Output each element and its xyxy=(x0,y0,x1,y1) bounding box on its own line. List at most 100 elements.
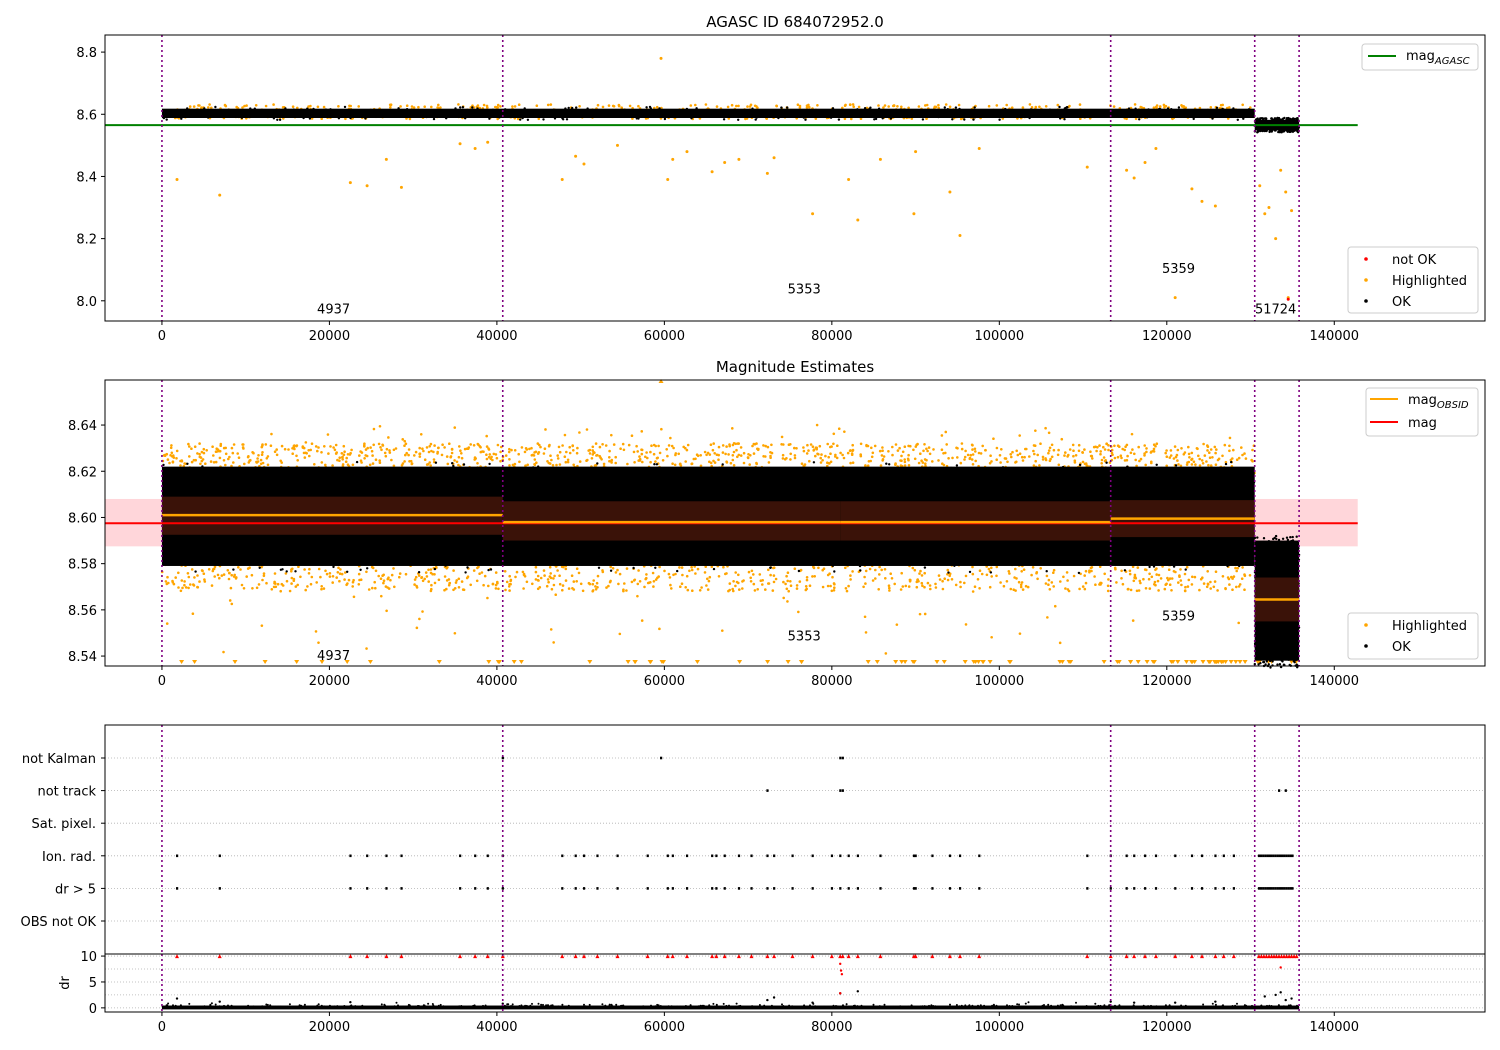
highlighted-point xyxy=(218,576,221,580)
highlighted-point xyxy=(170,451,174,455)
highlighted-outlier xyxy=(685,150,689,154)
highlighted-outlier xyxy=(1190,187,1194,191)
ok-point xyxy=(645,106,648,109)
highlighted-point xyxy=(789,458,792,461)
highlighted-point xyxy=(1093,575,1096,578)
highlighted-point xyxy=(381,443,384,447)
highlighted-point xyxy=(588,452,592,455)
highlighted-point xyxy=(731,454,735,457)
highlighted-outlier xyxy=(317,641,320,644)
ok-point xyxy=(1283,651,1286,654)
ok-point xyxy=(597,566,601,569)
highlighted-point xyxy=(795,447,798,450)
ok-point xyxy=(186,462,189,465)
ok-point xyxy=(1259,129,1262,133)
ok-point xyxy=(570,112,573,115)
flag-point xyxy=(879,854,882,858)
highlighted-outlier xyxy=(843,430,846,433)
highlighted-point xyxy=(887,450,890,453)
highlighted-point xyxy=(315,581,319,584)
highlighted-point xyxy=(1120,577,1123,580)
highlighted-point xyxy=(568,445,571,449)
ok-point xyxy=(766,495,769,498)
highlighted-point xyxy=(1006,460,1009,464)
highlighted-point xyxy=(287,448,290,451)
ok-point xyxy=(1201,114,1204,117)
flag-point xyxy=(931,854,934,858)
highlighted-point xyxy=(1056,453,1060,457)
ok-point xyxy=(1296,666,1299,669)
legend-highlighted-marker xyxy=(1364,278,1368,282)
highlighted-point xyxy=(418,452,421,456)
ok-point xyxy=(736,115,739,118)
flag-point xyxy=(711,854,714,858)
ok-point xyxy=(1231,555,1234,558)
highlighted-point xyxy=(1103,459,1107,463)
highlighted-point xyxy=(378,461,382,465)
ok-point xyxy=(1284,546,1287,549)
highlighted-point xyxy=(920,574,924,577)
ok-point xyxy=(1283,116,1286,120)
ok-point xyxy=(1295,128,1298,131)
highlighted-outlier xyxy=(914,150,918,154)
ok-point xyxy=(513,488,516,492)
highlighted-point xyxy=(758,573,762,576)
highlighted-point xyxy=(342,453,346,457)
highlighted-outlier xyxy=(1213,204,1217,208)
highlighted-point xyxy=(1186,585,1190,588)
highlighted-point xyxy=(270,588,274,591)
ok-point xyxy=(389,559,392,562)
ok-point xyxy=(736,111,739,114)
highlighted-point xyxy=(320,585,324,588)
highlighted-point xyxy=(1185,565,1189,569)
highlighted-point xyxy=(974,459,977,463)
highlighted-point xyxy=(761,579,764,582)
highlighted-point xyxy=(1083,448,1086,451)
highlighted-point xyxy=(352,578,355,582)
ok-point xyxy=(217,563,220,566)
highlighted-point xyxy=(617,104,621,108)
highlighted-point xyxy=(428,445,432,448)
highlighted-point xyxy=(688,569,691,573)
highlighted-point xyxy=(1024,584,1028,588)
highlighted-point xyxy=(523,575,527,578)
ok-point xyxy=(1225,108,1228,112)
highlighted-outlier xyxy=(326,433,330,436)
ok-point xyxy=(1265,660,1269,663)
ok-point xyxy=(847,554,850,558)
highlighted-point xyxy=(888,589,891,592)
highlighted-point xyxy=(1205,460,1208,463)
highlighted-point xyxy=(903,464,907,467)
ok-point xyxy=(1288,575,1292,578)
highlighted-point xyxy=(1155,567,1158,570)
highlighted-point xyxy=(1072,454,1075,458)
panel1-xtick-label: 140000 xyxy=(1309,329,1359,344)
highlighted-point xyxy=(1019,585,1023,589)
highlighted-point xyxy=(417,574,421,577)
ok-point xyxy=(443,115,446,119)
ok-point xyxy=(648,105,652,109)
ok-point xyxy=(698,550,701,554)
highlighted-point xyxy=(242,447,245,450)
ok-point xyxy=(1004,107,1007,111)
highlighted-point xyxy=(1248,574,1252,577)
ok-point xyxy=(655,463,659,466)
highlighted-point xyxy=(1190,583,1194,586)
ok-point xyxy=(421,110,424,113)
highlighted-point xyxy=(1221,454,1224,458)
highlighted-point xyxy=(439,106,442,109)
ok-point xyxy=(665,473,668,476)
ok-point xyxy=(1230,483,1233,486)
ok-point xyxy=(235,112,238,116)
highlighted-point xyxy=(534,570,538,574)
ok-point xyxy=(963,118,966,121)
ok-point xyxy=(186,107,189,110)
highlighted-outlier xyxy=(944,430,948,434)
ok-point xyxy=(857,545,860,548)
ok-point xyxy=(1289,651,1292,655)
highlighted-point xyxy=(202,451,206,455)
ok-point xyxy=(1271,640,1274,643)
ok-point xyxy=(416,485,419,488)
highlighted-point xyxy=(1209,587,1212,590)
